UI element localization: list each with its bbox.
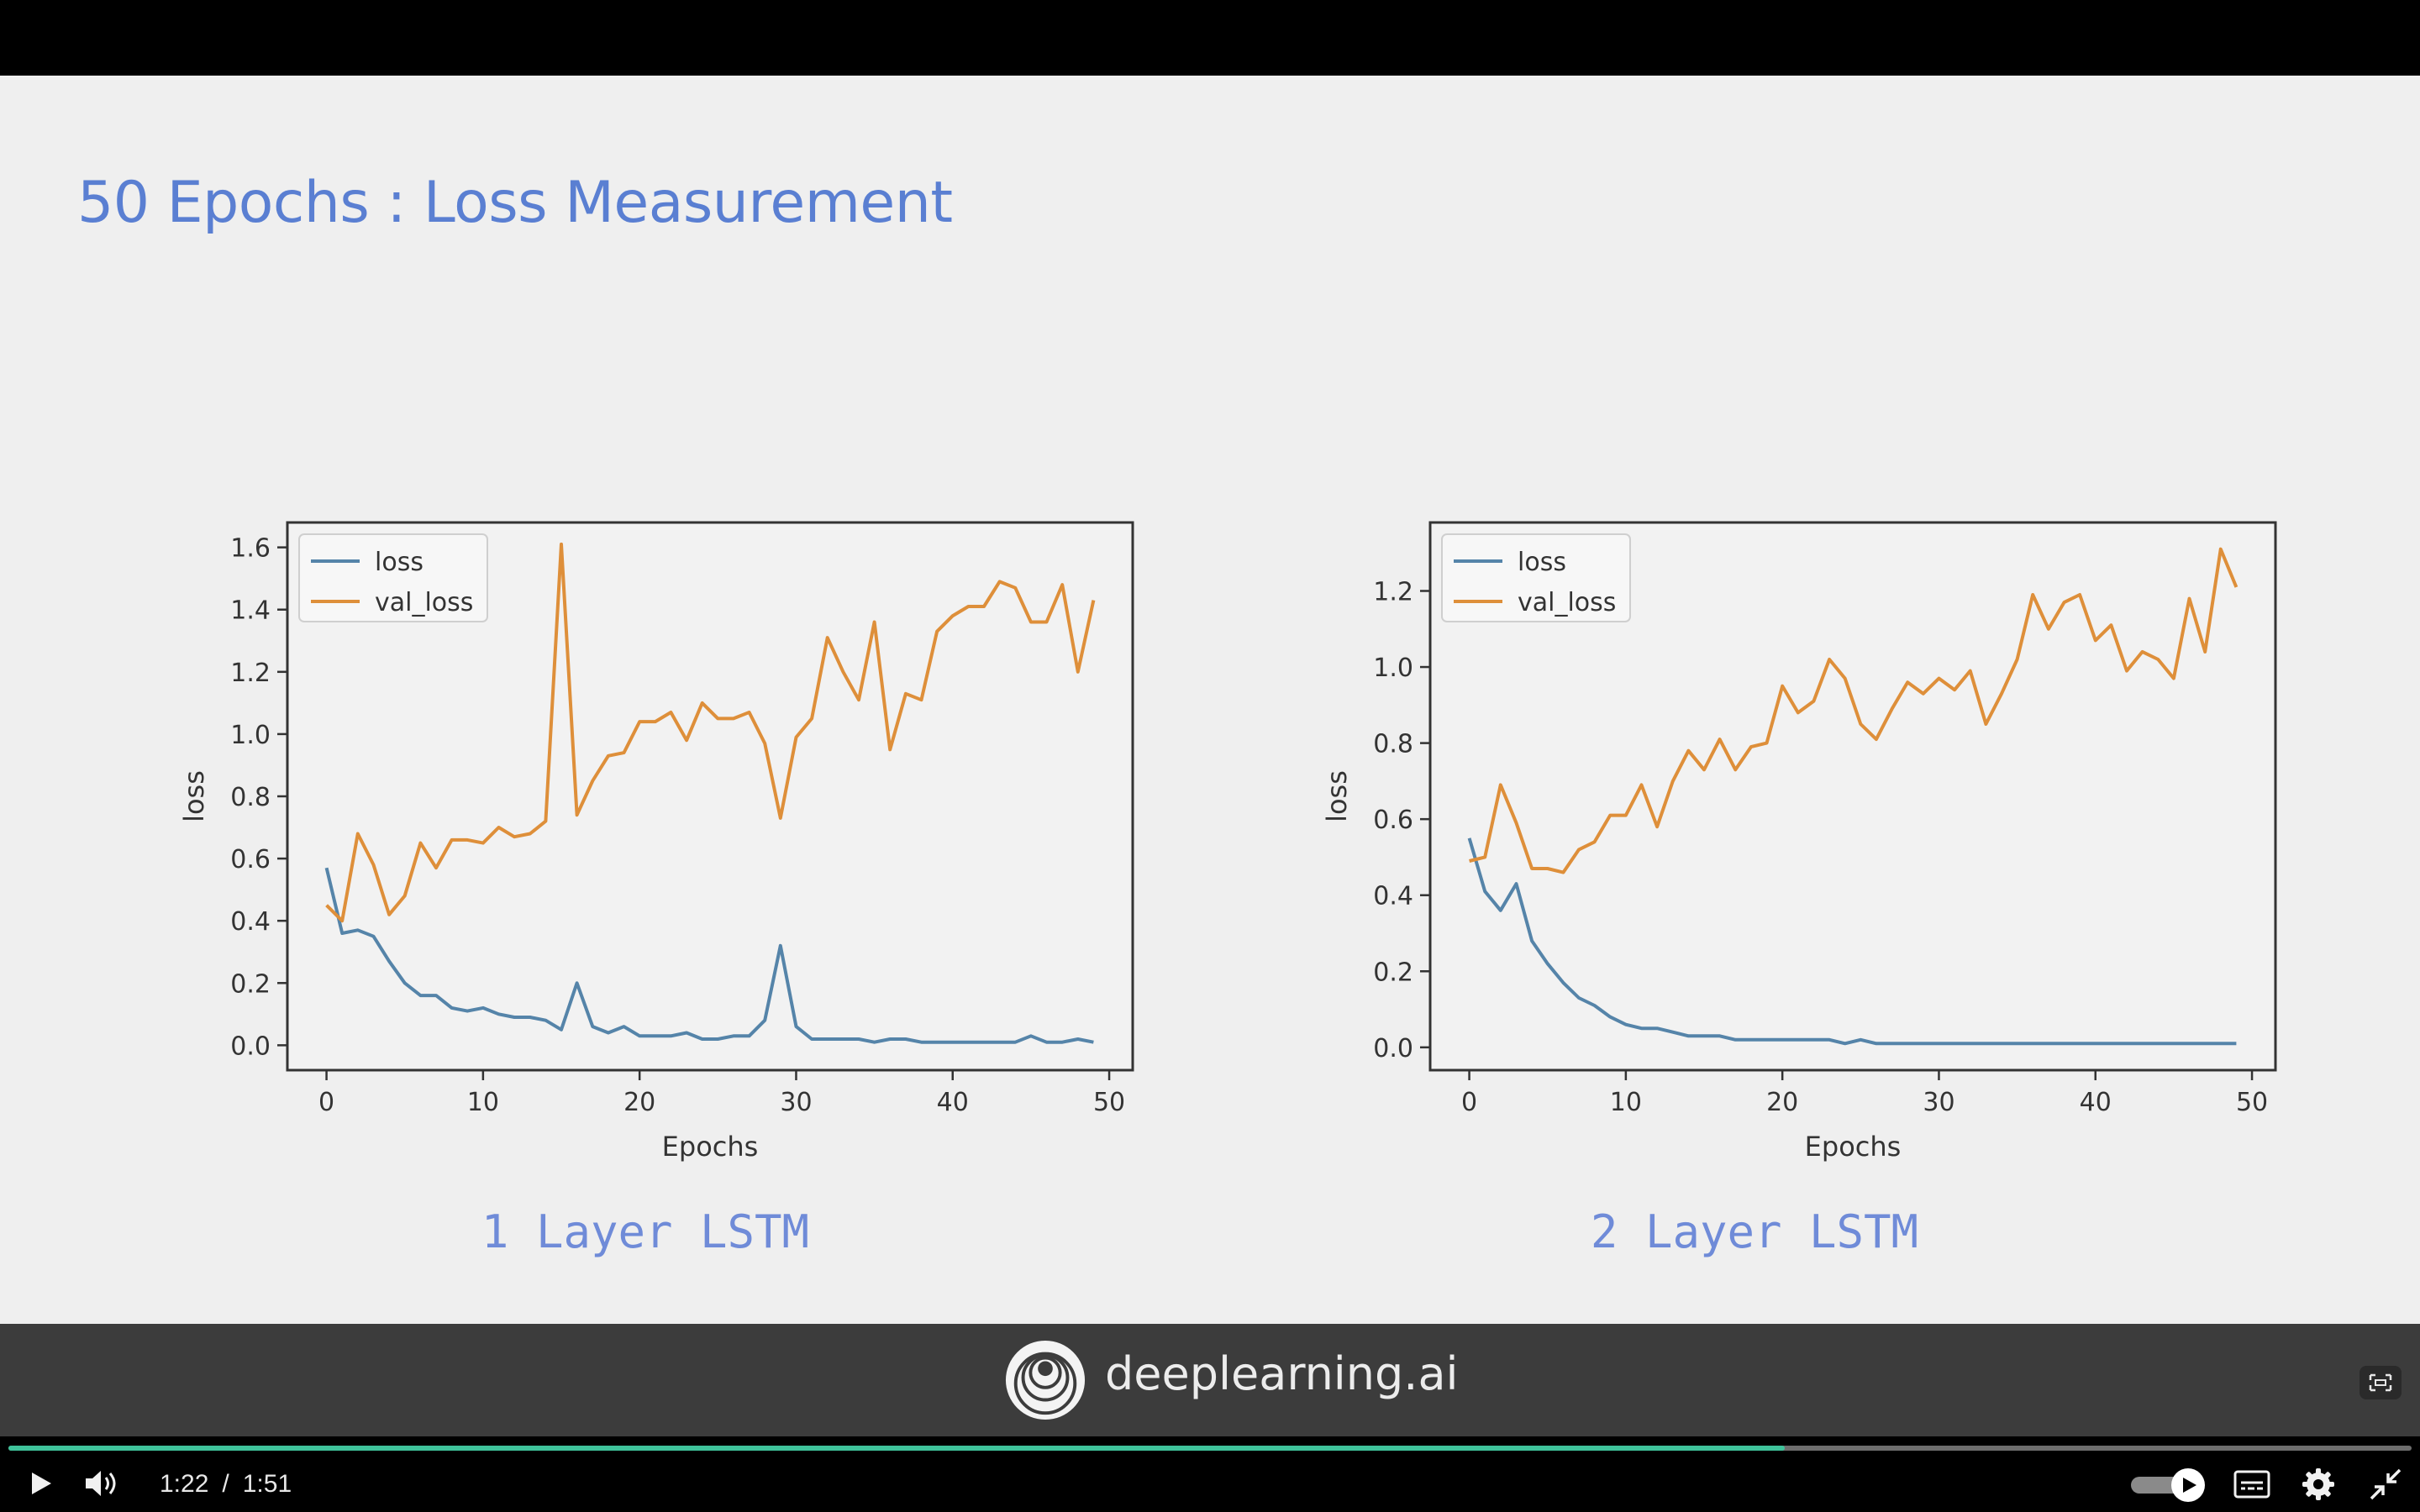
top-letterbox [0, 0, 2420, 76]
play-icon[interactable] [25, 1468, 55, 1499]
time-display: 1:22 / 1:51 [160, 1470, 292, 1499]
y-tick-label: 0.4 [230, 907, 271, 937]
chart-2-layer-lstm: 0 10 20 30 40 50 0.0 0.2 0.4 0.6 0.8 1.0 1.2 Epochs lo… [1321, 521, 2277, 1163]
y-tick-label: 0.8 [1373, 730, 1413, 759]
y-axis-label: loss [178, 770, 210, 822]
y-tick-label: 1.2 [230, 659, 271, 688]
x-tick-label: 50 [2236, 1088, 2268, 1117]
y-tick-label: 1.6 [230, 534, 271, 564]
progress-fill [8, 1446, 1785, 1451]
y-tick-label: 0.6 [1373, 806, 1413, 835]
chart-1-layer-lstm: 0 10 20 30 40 50 0.0 0.2 0.4 0.6 0.8 1.0 1.2 1.4 1.6 Ep… [178, 521, 1134, 1163]
y-tick-label: 0.2 [230, 969, 271, 999]
autoplay-toggle[interactable] [2129, 1467, 2207, 1504]
gear-icon[interactable] [2301, 1467, 2336, 1502]
exit-fullscreen-icon[interactable] [2368, 1467, 2403, 1502]
series-line-loss [324, 867, 1094, 1044]
x-tick-label: 40 [937, 1088, 969, 1117]
series-line-loss [1467, 837, 2237, 1046]
volume-icon[interactable] [82, 1467, 119, 1500]
series-line-val_loss [1469, 547, 2238, 874]
x-axis-label: Epochs [1805, 1131, 1902, 1163]
progress-bar[interactable] [8, 1446, 2412, 1451]
legend-label-loss: loss [1518, 548, 1566, 577]
x-tick-label: 0 [1461, 1088, 1477, 1117]
slide: 50 Epochs : Loss Measurement 0 10 20 30 40 50… [0, 76, 2420, 1324]
x-axis-label: Epochs [662, 1131, 759, 1163]
x-tick-label: 50 [1093, 1088, 1125, 1117]
screenshot-icon[interactable] [2360, 1366, 2402, 1399]
slide-title: 50 Epochs : Loss Measurement [77, 170, 953, 236]
x-tick-label: 20 [1766, 1088, 1798, 1117]
x-tick-label: 10 [1610, 1088, 1642, 1117]
chart-caption-1-layer: 1 Layer LSTM [481, 1205, 810, 1258]
current-time: 1:22 [160, 1470, 209, 1498]
captions-icon[interactable] [2233, 1470, 2270, 1499]
time-separator: / [222, 1470, 229, 1498]
duration: 1:51 [242, 1470, 292, 1498]
legend-label-loss: loss [375, 548, 424, 577]
y-tick-label: 0.8 [230, 783, 271, 812]
y-tick-label: 0.2 [1373, 958, 1413, 987]
plot-frame [1428, 521, 2277, 1072]
y-tick-label: 0.0 [230, 1032, 271, 1061]
y-tick-label: 0.4 [1373, 882, 1413, 911]
y-tick-label: 0.6 [230, 845, 271, 874]
video-controls: 1:22 / 1:51 [0, 1436, 2420, 1512]
deeplearning-logo-icon [1005, 1340, 1086, 1420]
y-tick-label: 1.4 [230, 596, 271, 626]
x-tick-label: 30 [780, 1088, 812, 1117]
y-tick-label: 0.0 [1373, 1034, 1413, 1063]
legend-label-val_loss: val_loss [1518, 588, 1616, 617]
chart-caption-2-layer: 2 Layer LSTM [1590, 1205, 1919, 1258]
x-tick-label: 20 [623, 1088, 655, 1117]
x-tick-label: 40 [2080, 1088, 2112, 1117]
x-tick-label: 30 [1923, 1088, 1954, 1117]
brand-banner: deeplearning.ai [0, 1324, 2420, 1436]
y-axis-label: loss [1321, 770, 1353, 822]
brand-name: deeplearning.ai [1105, 1347, 1459, 1400]
y-tick-label: 1.0 [1373, 654, 1413, 683]
series-line-val_loss [325, 542, 1096, 923]
x-tick-label: 10 [467, 1088, 499, 1117]
legend-label-val_loss: val_loss [375, 588, 473, 617]
y-tick-label: 1.0 [230, 721, 271, 750]
x-tick-label: 0 [318, 1088, 334, 1117]
y-tick-label: 1.2 [1373, 578, 1413, 607]
